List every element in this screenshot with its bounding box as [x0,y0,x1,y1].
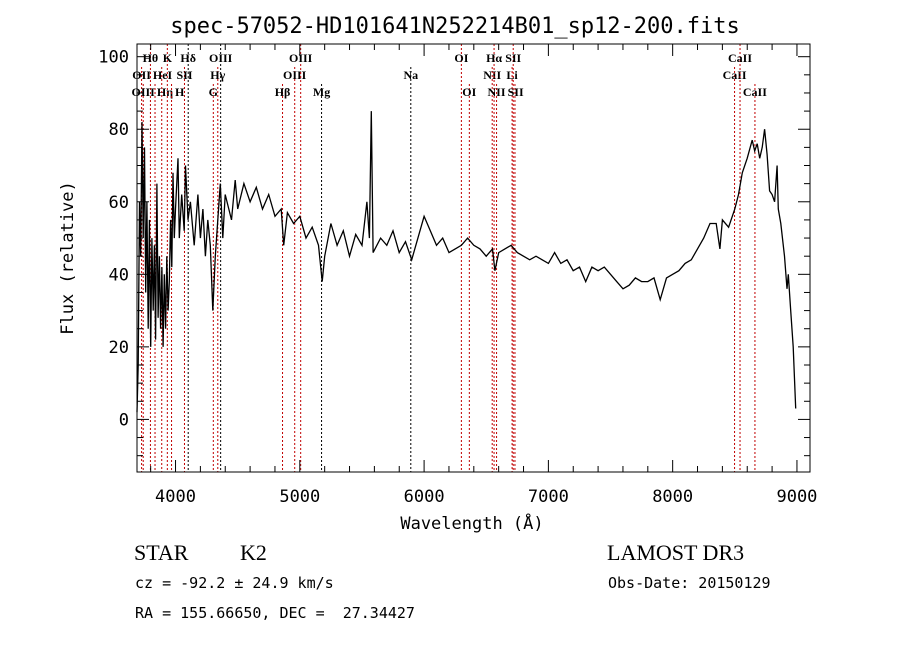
x-tick-label: 4000 [155,487,196,507]
spectral-line-label: H [175,85,185,99]
y-tick-label: 40 [109,265,129,285]
obs-date: Obs-Date: 20150129 [608,574,771,592]
y-tick-label: 80 [109,120,129,140]
spectral-line-label: NII [483,68,501,82]
spectral-line-label: OIII [132,85,156,99]
chart-title: spec-57052-HD101641N252214B01_sp12-200.f… [170,14,740,39]
y-tick-label: 60 [109,193,129,213]
spectral-line-label: SII [508,85,524,99]
y-tick-label: 0 [119,410,129,430]
spectral-line-label: CaII [743,85,767,99]
x-axis-label: Wavelength (Å) [400,512,543,534]
y-tick-label: 20 [109,338,129,358]
spectral-line-label: Hη [157,85,173,99]
y-axis-label: Flux (relative) [58,181,78,335]
y-tick-label: 100 [98,48,129,68]
spectral-line-label: CaII [723,68,747,82]
spectral-line-label: OIII [283,68,307,82]
spectral-line-label: OIII [289,51,313,65]
spectral-line-label: Hγ [210,68,225,82]
ra-dec: RA = 155.66650, DEC = 27.34427 [135,604,415,622]
spectral-line-label: SII [505,51,521,65]
spectral-line-label: Hβ [275,85,291,99]
spectral-line-label: OI [462,85,476,99]
x-tick-label: 6000 [404,487,445,507]
x-tick-label: 8000 [652,487,693,507]
spectral-line-label: K [163,51,173,65]
spectral-line-label: Na [404,68,419,82]
survey-label: LAMOST DR3 [607,540,745,565]
redshift-cz: cz = -92.2 ± 24.9 km/s [135,574,334,592]
subclass: K2 [240,540,267,565]
x-tick-label: 7000 [528,487,569,507]
spectral-line-label: Hδ [180,51,196,65]
spectral-line-label: Mg [313,85,330,99]
spectrum-series-line [136,111,797,413]
x-tick-label: 9000 [776,487,817,507]
spectral-line-label: HeI [153,68,173,82]
x-tick-label: 5000 [279,487,320,507]
spectral-line-label: SII [177,68,193,82]
object-class: STAR [134,540,189,565]
spectral-line-label: OIII [209,51,233,65]
spectral-line-label: Hα [486,51,502,65]
spectral-line-label: Li [506,68,518,82]
plot-frame [136,43,811,473]
spectral-line-label: G [209,85,218,99]
spectral-line-label: Hθ [143,51,159,65]
spectral-line-label: NII [488,85,506,99]
spectral-line-label: OI [454,51,468,65]
spectral-line-label: CaII [728,51,752,65]
